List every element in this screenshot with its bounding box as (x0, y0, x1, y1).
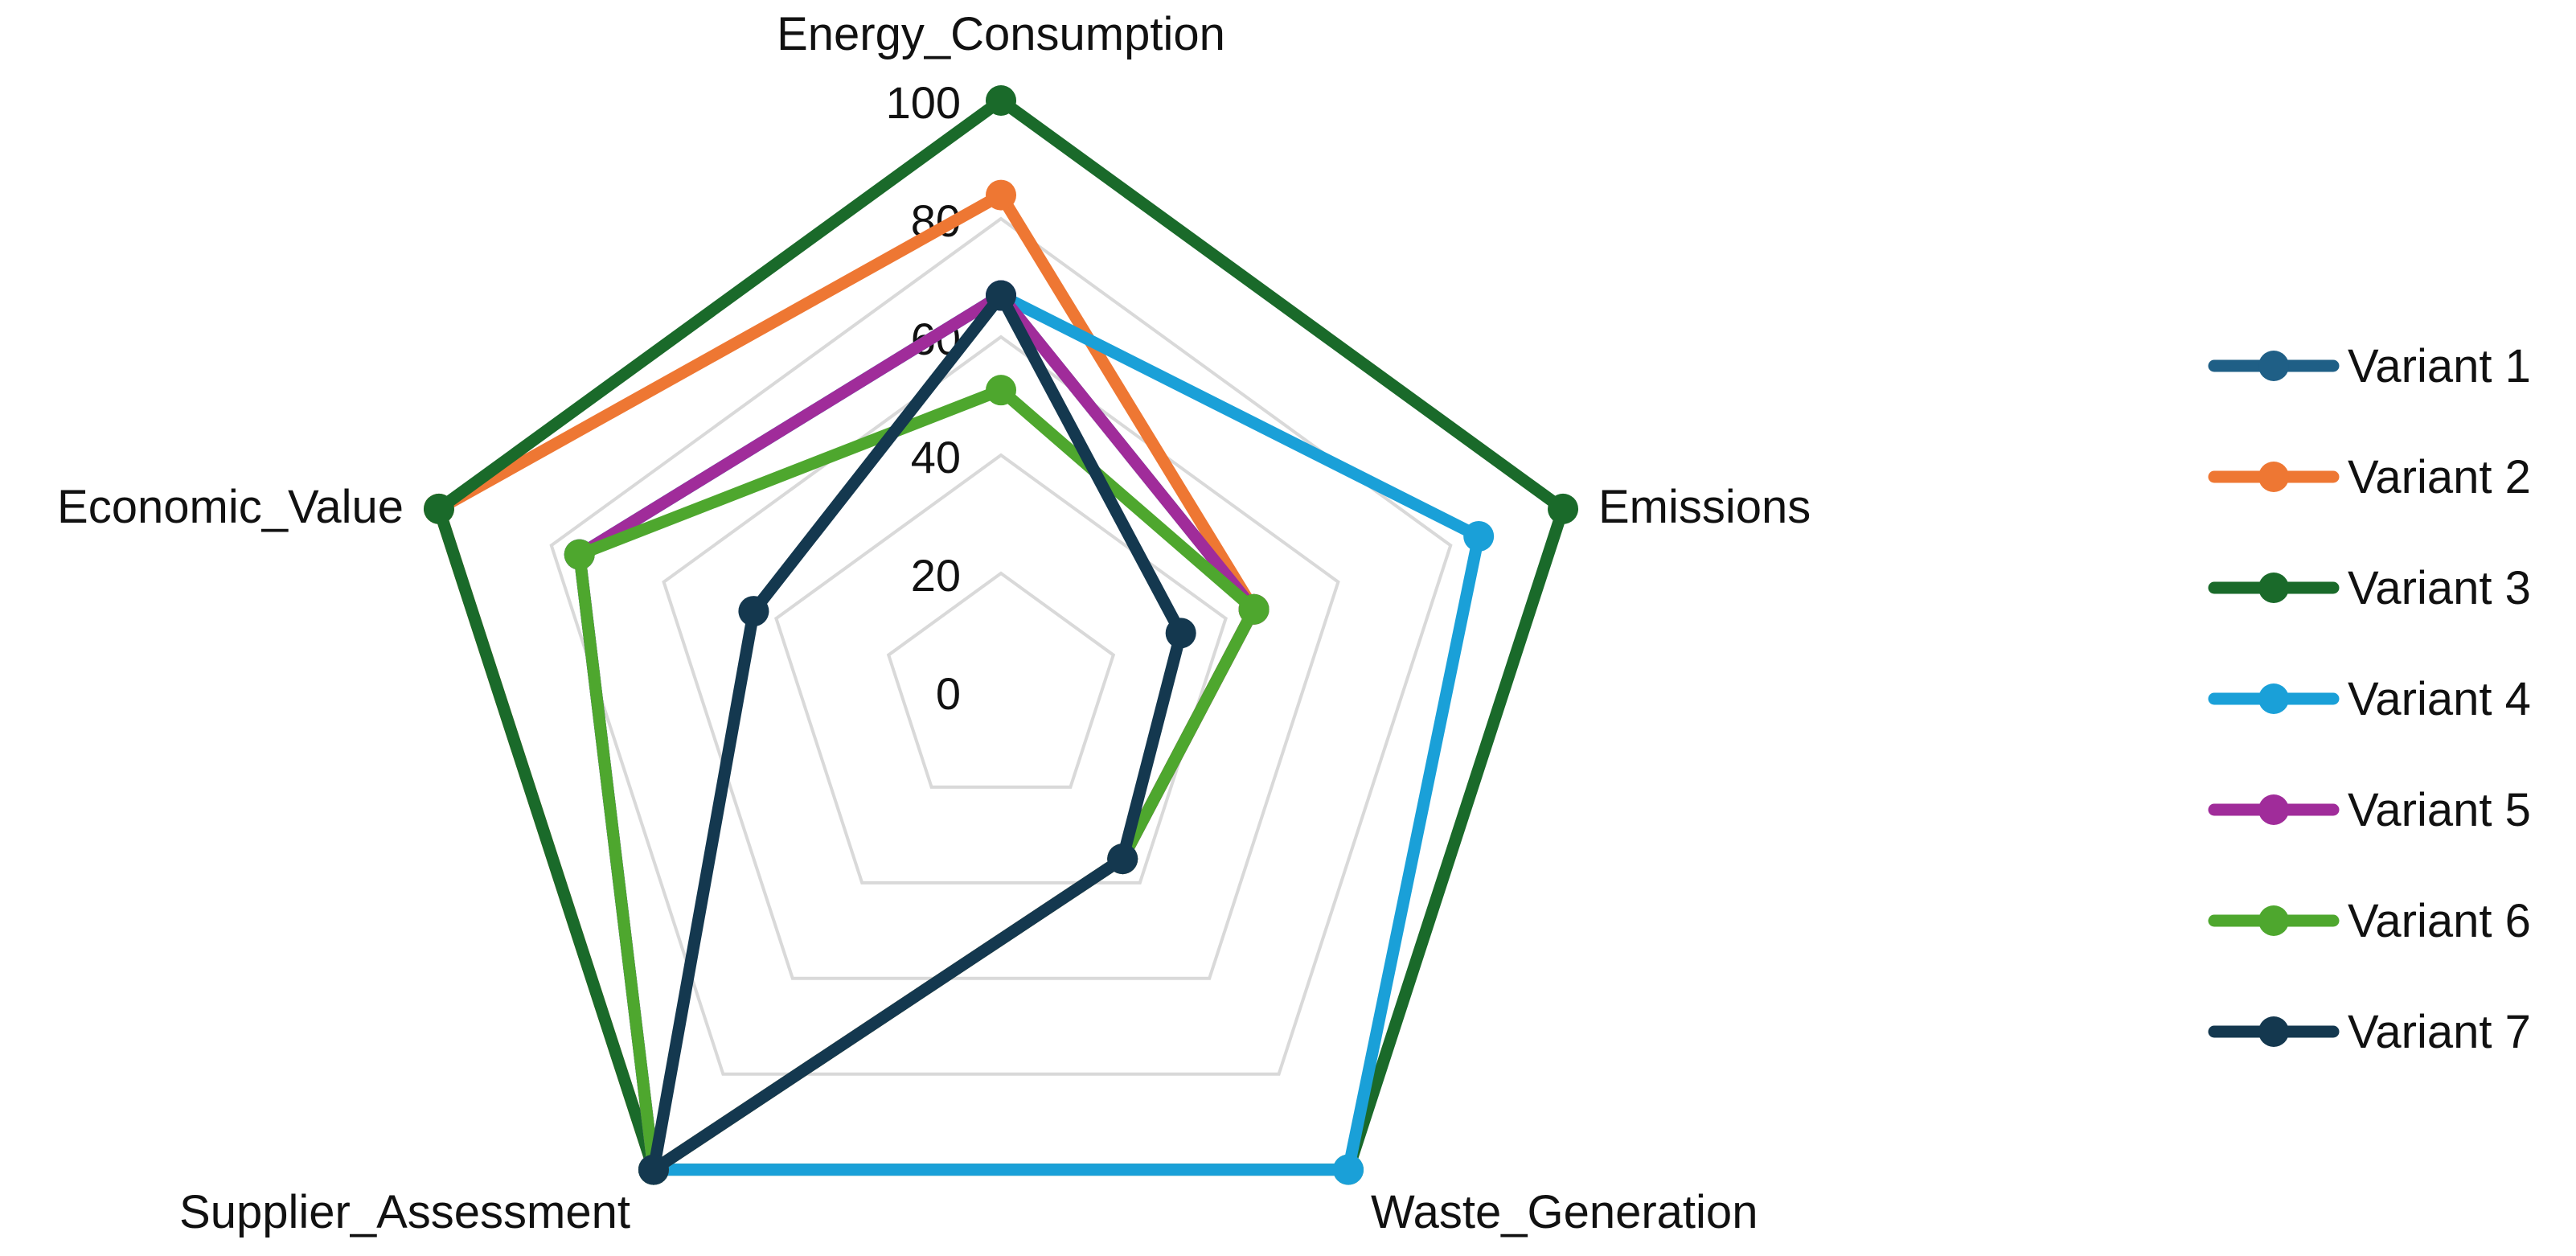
legend-marker-6 (2258, 905, 2289, 936)
legend-marker-2 (2258, 462, 2289, 492)
grid-ring-60 (662, 335, 1340, 980)
axis-label-supplier-assessment: Supplier_Assessment (179, 1186, 630, 1238)
series-line-2 (433, 189, 1261, 1176)
data-point-6-5 (564, 539, 595, 570)
legend-marker-5 (2258, 794, 2289, 825)
legend-marker-4 (2258, 683, 2289, 714)
legend-label-2: Variant 2 (2348, 451, 2531, 503)
grid-ring-40 (774, 453, 1228, 885)
series-line-3 (433, 94, 1569, 1176)
legend-marker-1 (2258, 351, 2289, 381)
grid-ring-20 (886, 571, 1116, 789)
data-point-2-1 (986, 179, 1016, 211)
data-point-7-1 (986, 280, 1016, 311)
legend-item-5: Variant 5 (2208, 784, 2531, 836)
axis-label-economic-value: Economic_Value (57, 481, 404, 533)
data-point-4-3 (1333, 1154, 1364, 1185)
axis-label-waste-generation: Waste_Generation (1371, 1186, 1758, 1238)
legend-label-5: Variant 5 (2348, 784, 2531, 836)
legend-label-4: Variant 4 (2348, 673, 2531, 725)
data-point-6-2 (1238, 593, 1270, 625)
legend-label-7: Variant 7 (2348, 1006, 2531, 1058)
legend-item-1: Variant 1 (2208, 340, 2531, 392)
legend-label-6: Variant 6 (2348, 895, 2531, 947)
tick-label-0: 0 (936, 668, 961, 719)
data-point-3-1 (986, 85, 1016, 116)
data-point-7-2 (1165, 618, 1196, 649)
legend-item-3: Variant 3 (2208, 562, 2531, 614)
legend-marker-7 (2258, 1016, 2289, 1047)
legend-label-3: Variant 3 (2348, 562, 2531, 614)
tick-label-100: 100 (886, 77, 961, 128)
data-point-7-4 (638, 1154, 669, 1185)
data-point-3-5 (423, 493, 454, 524)
data-point-4-2 (1463, 520, 1495, 552)
series-7 (638, 280, 1196, 1185)
legend: Variant 1 Variant 2 Variant 3 Variant 4 Vari… (2208, 340, 2531, 1058)
legend-item-4: Variant 4 (2208, 673, 2531, 725)
axis-label-emissions: Emissions (1598, 481, 1811, 533)
series-3 (423, 85, 1579, 1185)
legend-label-1: Variant 1 (2348, 340, 2531, 392)
axis-labels: Energy_Consumption Emissions Waste_Generat… (57, 8, 1811, 1238)
legend-item-2: Variant 2 (2208, 451, 2531, 503)
tick-label-40: 40 (911, 432, 961, 482)
axis-label-energy-consumption: Energy_Consumption (777, 8, 1225, 60)
data-point-3-2 (1548, 493, 1579, 524)
data-point-7-3 (1107, 843, 1138, 875)
tick-label-20: 20 (911, 550, 961, 601)
data-point-7-5 (738, 596, 769, 627)
legend-marker-3 (2258, 573, 2289, 603)
legend-item-6: Variant 6 (2208, 895, 2531, 947)
series-line-7 (647, 289, 1188, 1176)
data-point-6-1 (986, 375, 1016, 406)
legend-item-7: Variant 7 (2208, 1006, 2531, 1058)
data-series (423, 85, 1579, 1185)
